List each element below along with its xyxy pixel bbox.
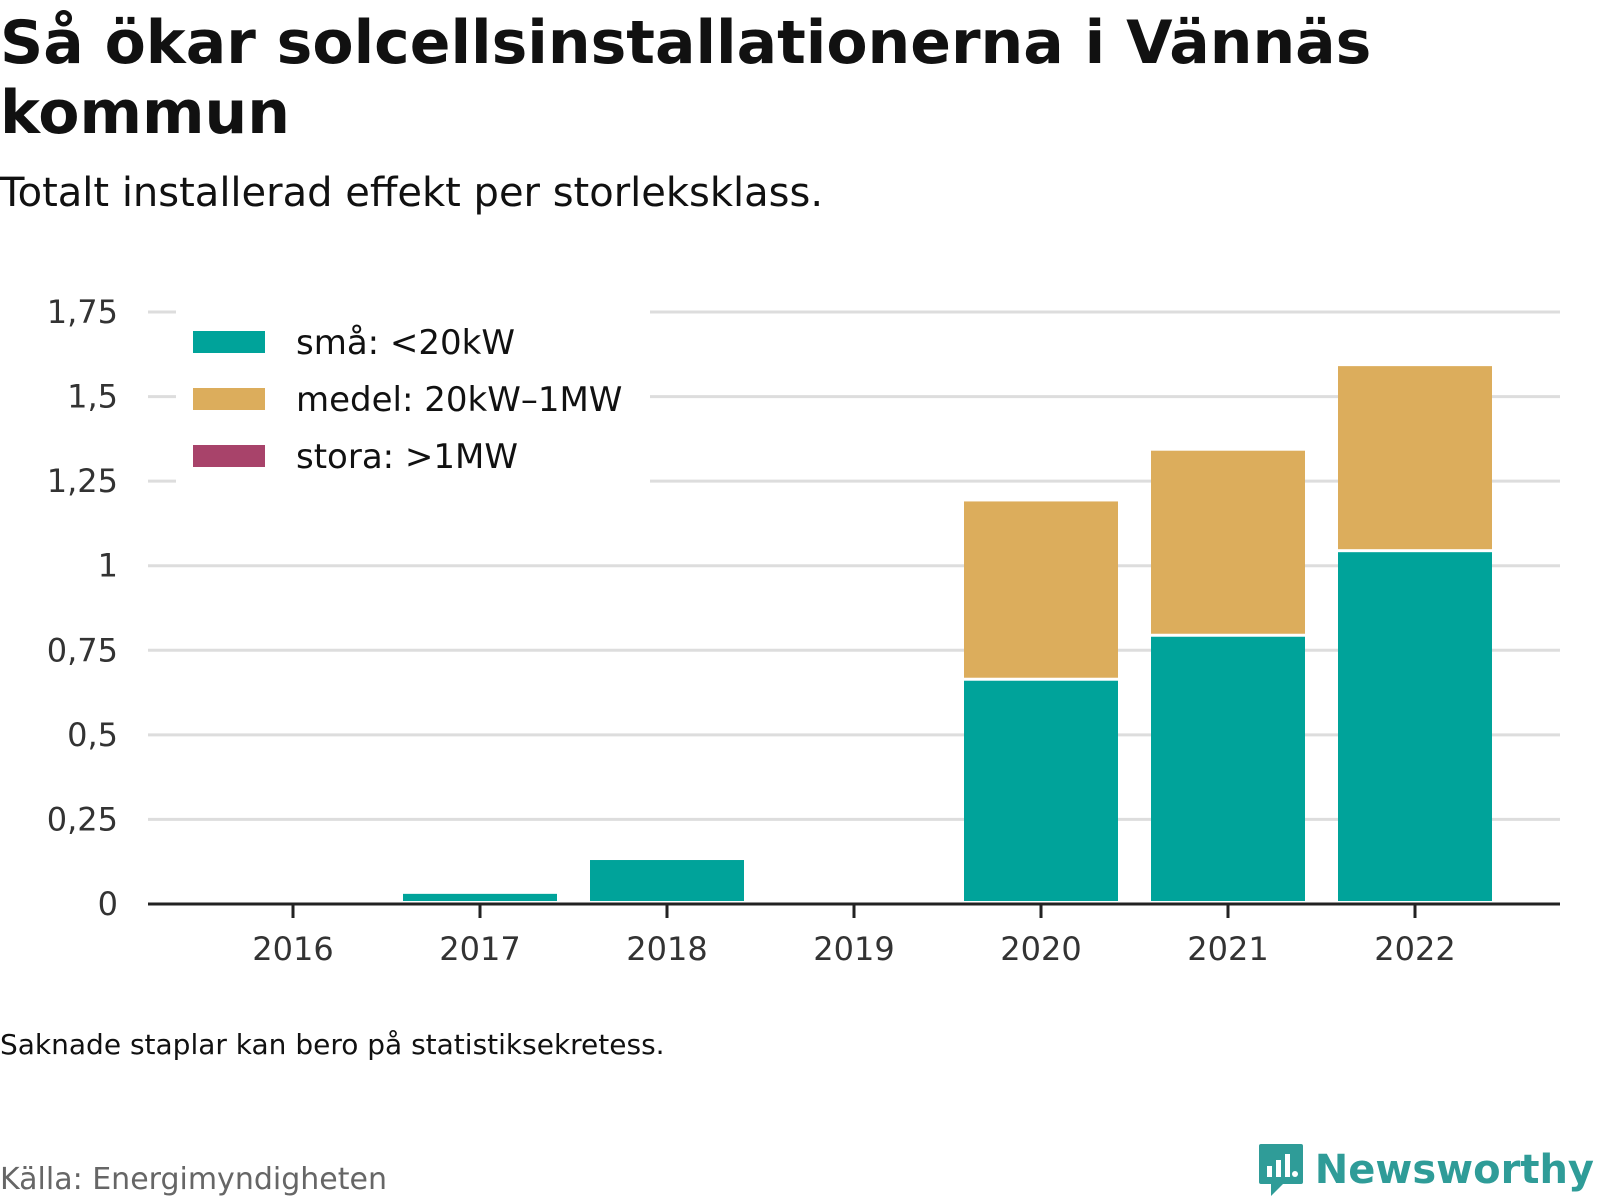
chart-title: Så ökar solcellsinstallationerna i Vännä…	[0, 8, 1372, 148]
bar-segment	[1151, 636, 1305, 901]
bar-segment	[403, 893, 557, 901]
legend-swatch	[193, 331, 265, 353]
bar-segment	[1338, 366, 1492, 550]
newsworthy-logo[interactable]: Newsworthy	[1257, 1142, 1594, 1198]
x-axis-ticks: 2016 2017 2018 2019 2020 2021 2022	[252, 904, 1456, 968]
x-tick-label: 2022	[1374, 930, 1455, 968]
x-tick-label: 2019	[813, 930, 894, 968]
legend-swatch	[193, 445, 265, 467]
newsworthy-logo-icon	[1258, 1144, 1303, 1196]
chart-subtitle: Totalt installerad effekt per storlekskl…	[0, 170, 824, 216]
legend-label: stora: >1MW	[296, 437, 518, 477]
y-tick-label: 0	[98, 885, 118, 923]
source-label: Källa: Energimyndigheten	[0, 1162, 387, 1197]
x-tick-label: 2021	[1187, 930, 1268, 968]
y-axis-ticks: 0 0,25 0,5 0,75 1 1,25 1,5 1,75	[47, 293, 118, 923]
x-tick-label: 2018	[626, 930, 707, 968]
legend-swatch	[193, 388, 265, 410]
footnote: Saknade staplar kan bero på statistiksek…	[0, 1028, 665, 1061]
newsworthy-logo-text: Newsworthy	[1314, 1147, 1594, 1193]
bar-segment	[964, 501, 1118, 678]
x-tick-label: 2016	[252, 930, 333, 968]
y-tick-label: 1,5	[67, 378, 118, 416]
y-tick-label: 0,75	[47, 631, 118, 669]
legend-label: medel: 20kW–1MW	[296, 380, 622, 420]
y-tick-label: 1,25	[47, 462, 118, 500]
legend: små: <20kW medel: 20kW–1MW stora: >1MW	[176, 306, 650, 484]
bar-segment	[1338, 552, 1492, 901]
bar-segment	[1151, 450, 1305, 634]
bar-segment	[590, 860, 744, 901]
bar-segment	[964, 680, 1118, 901]
x-tick-label: 2017	[439, 930, 520, 968]
x-tick-label: 2020	[1000, 930, 1081, 968]
y-tick-label: 0,5	[67, 716, 118, 754]
y-tick-label: 1,75	[47, 293, 118, 331]
y-tick-label: 0,25	[47, 800, 118, 838]
y-tick-label: 1	[98, 547, 118, 585]
legend-label: små: <20kW	[296, 323, 515, 363]
bars	[403, 366, 1492, 901]
